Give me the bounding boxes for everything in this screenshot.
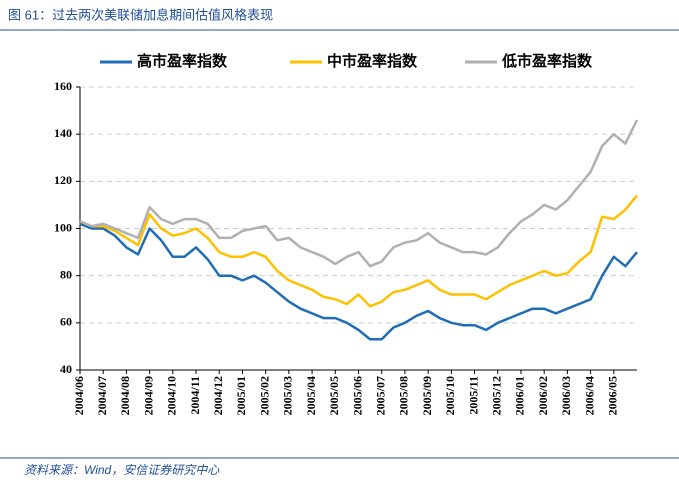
x-tick-label: 2004/07: [95, 376, 109, 415]
x-tick-label: 2004/08: [118, 376, 132, 415]
y-tick-label: 40: [60, 362, 72, 376]
y-tick-label: 80: [60, 267, 72, 281]
x-tick-label: 2005/05: [327, 376, 341, 415]
x-tick-label: 2006/05: [606, 376, 620, 415]
x-tick-label: 2005/10: [443, 376, 457, 415]
y-tick-label: 60: [60, 315, 72, 329]
x-tick-label: 2005/06: [350, 376, 364, 415]
y-tick-label: 120: [54, 173, 72, 187]
x-tick-label: 2004/12: [211, 376, 225, 415]
x-tick-label: 2005/09: [420, 376, 434, 415]
x-tick-label: 2004/06: [72, 376, 86, 415]
legend-label: 高市盈率指数: [137, 52, 228, 70]
x-tick-label: 2004/11: [188, 376, 202, 415]
x-tick-label: 2005/08: [397, 376, 411, 415]
legend-label: 低市盈率指数: [501, 52, 593, 70]
x-tick-label: 2005/01: [234, 376, 248, 415]
x-tick-label: 2006/03: [559, 376, 573, 415]
y-tick-label: 160: [54, 79, 72, 93]
x-tick-label: 2006/02: [536, 376, 550, 415]
x-tick-label: 2005/07: [373, 376, 387, 415]
x-tick-label: 2005/11: [466, 376, 480, 415]
x-tick-label: 2004/09: [141, 376, 155, 415]
series-line: [79, 222, 638, 341]
legend-label: 中市盈率指数: [327, 52, 418, 70]
y-tick-label: 100: [54, 220, 72, 234]
x-tick-label: 2005/03: [281, 376, 295, 415]
x-tick-label: 2006/01: [513, 376, 527, 415]
x-tick-label: 2004/10: [165, 376, 179, 415]
series-line: [79, 119, 639, 268]
x-tick-label: 2006/04: [582, 376, 596, 415]
x-tick-label: 2005/02: [257, 376, 271, 415]
x-tick-label: 2005/04: [304, 376, 318, 415]
series-line: [79, 194, 638, 308]
y-tick-label: 140: [54, 126, 72, 140]
chart-title: 图 61：过去两次美联储加息期间估值风格表现: [8, 7, 273, 22]
x-tick-label: 2005/12: [490, 376, 504, 415]
source: 资料来源：Wind，安信证券研究中心: [24, 463, 220, 477]
